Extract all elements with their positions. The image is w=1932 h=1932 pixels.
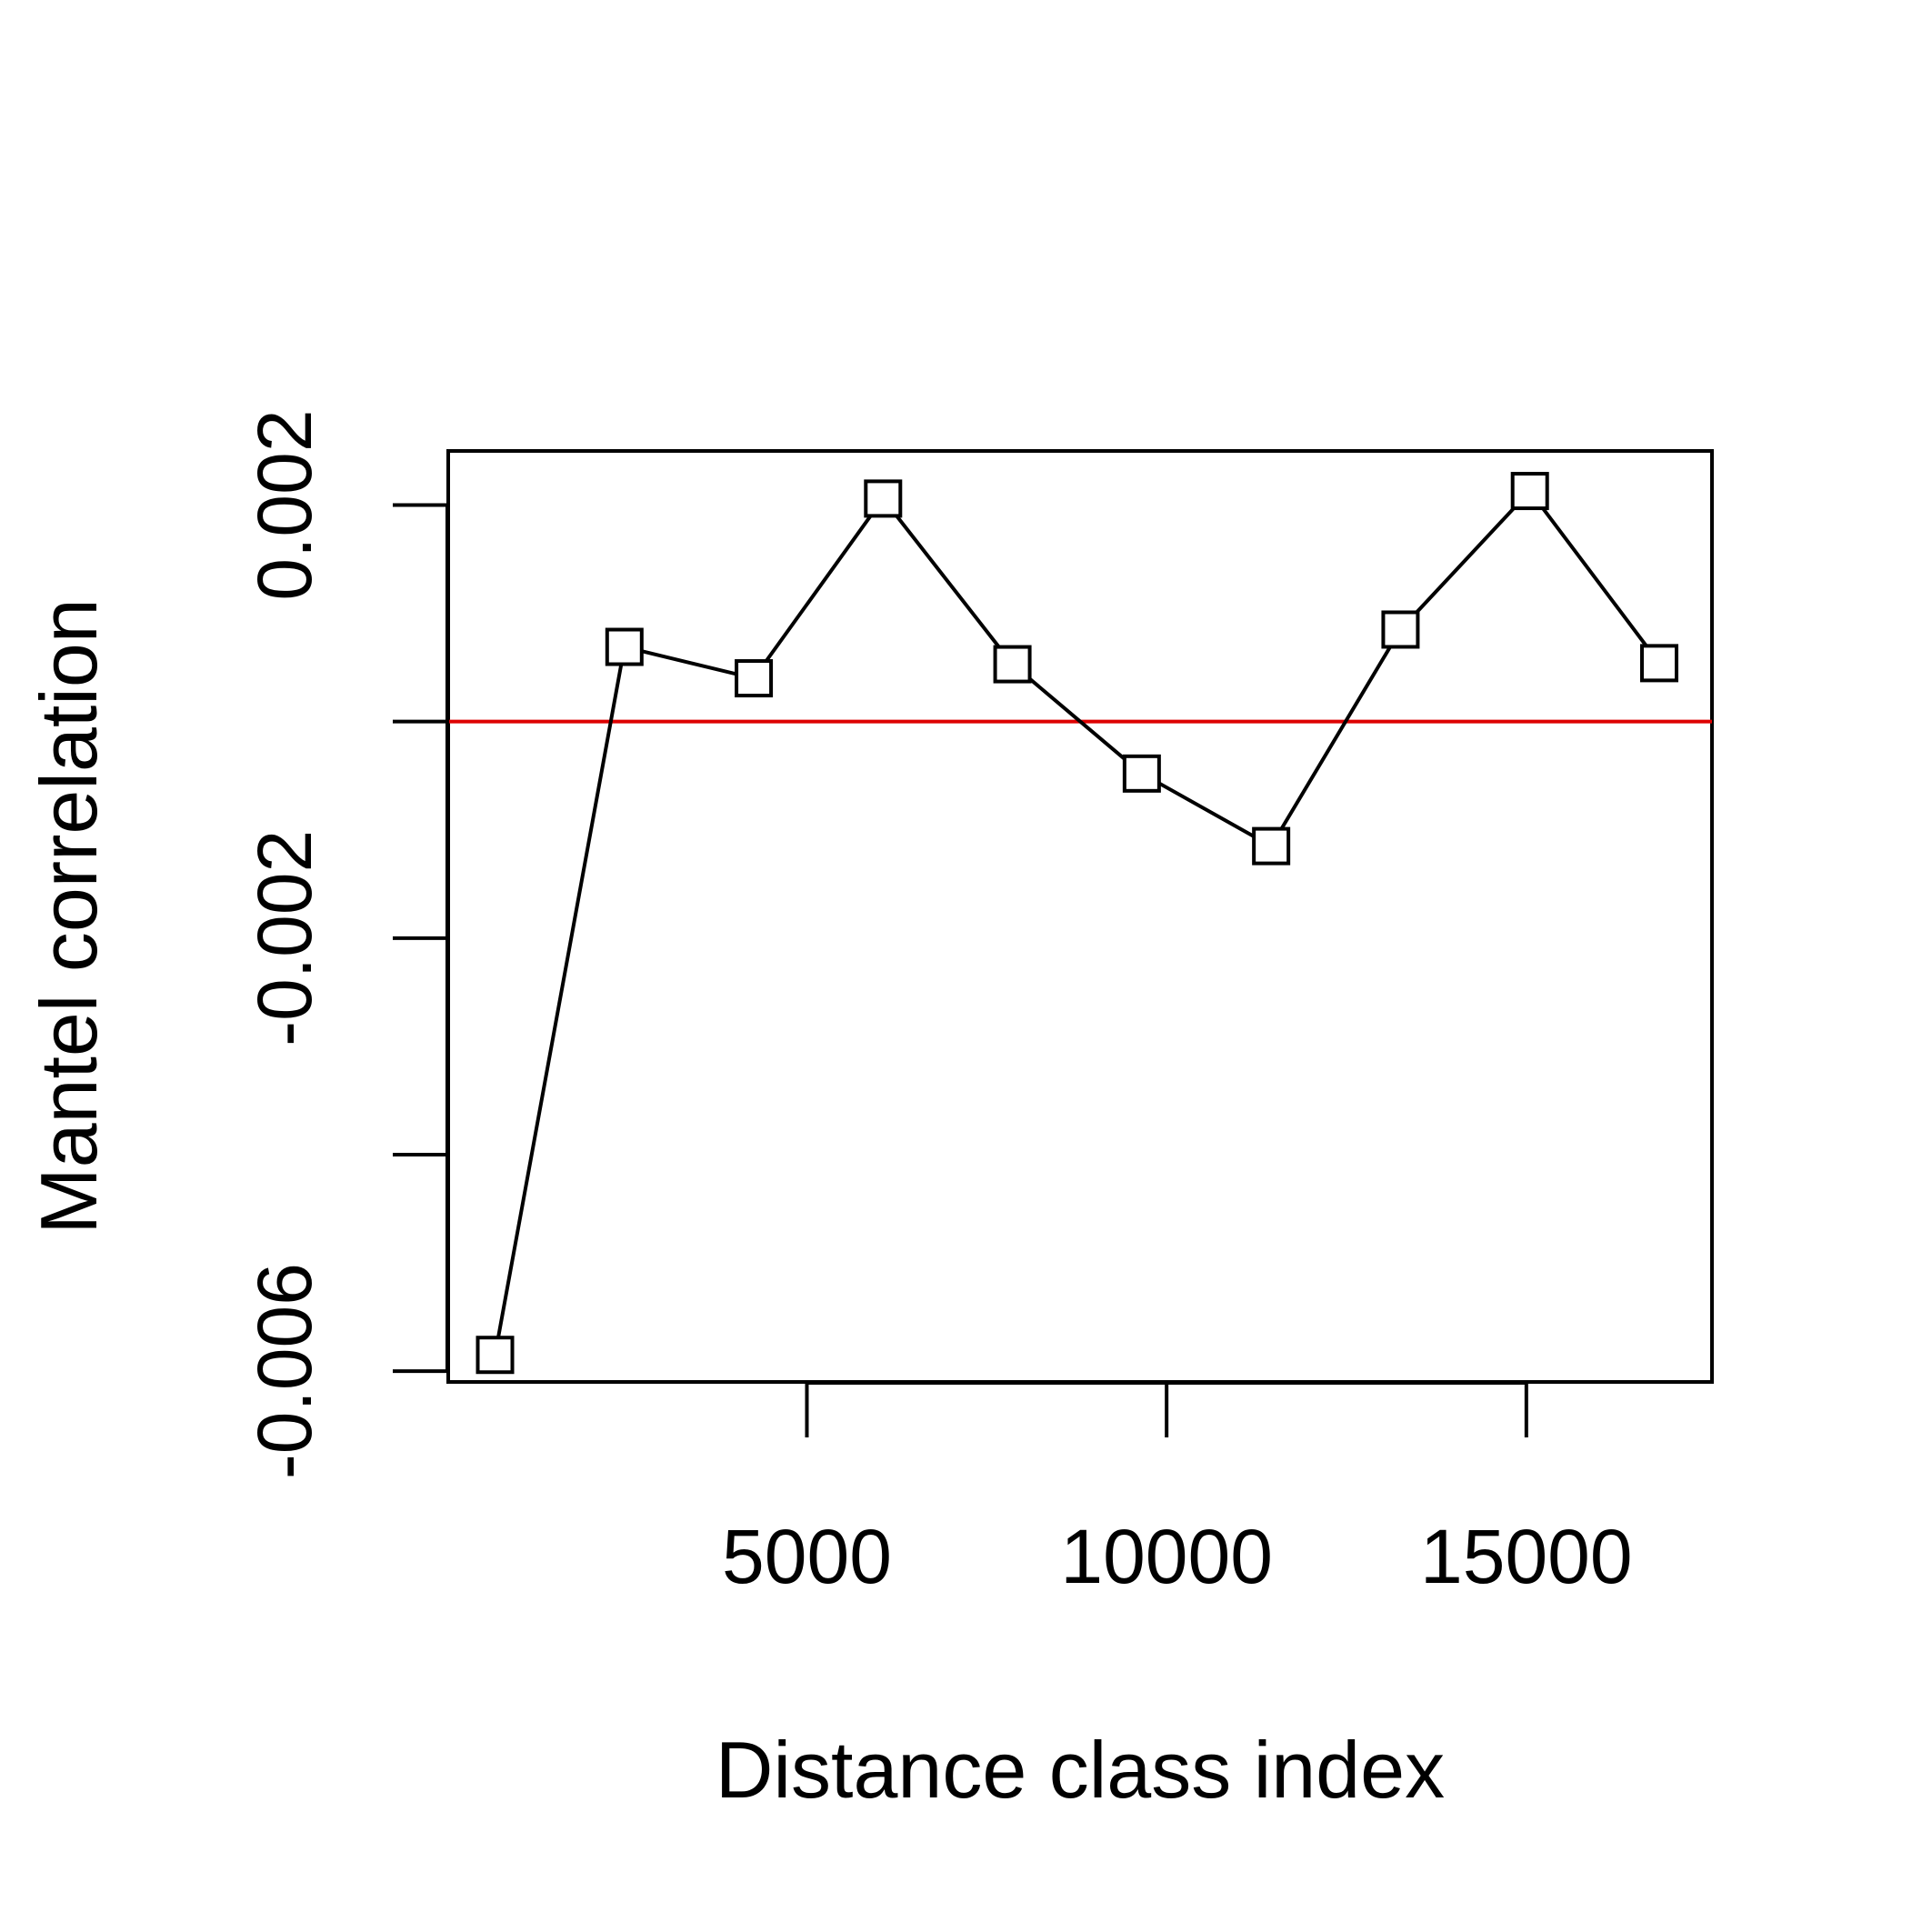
series-line <box>493 487 1661 1356</box>
data-point-marker <box>735 659 774 698</box>
plot-frame <box>446 449 1714 1384</box>
x-axis-title: Distance class index <box>716 1725 1445 1815</box>
data-point-marker <box>605 627 644 666</box>
data-point-marker <box>1381 610 1420 649</box>
data-point-marker <box>1510 472 1549 511</box>
y-tick-label: -0.006 <box>242 1263 327 1479</box>
x-axis: 5000 10000 15000 <box>722 1381 1633 1599</box>
series-layer <box>475 472 1678 1375</box>
y-axis-title: Mantel correlation <box>24 598 114 1234</box>
x-tick-label: 15000 <box>1420 1514 1633 1599</box>
data-point-marker <box>1122 754 1161 793</box>
data-point-marker <box>993 645 1032 684</box>
data-point-marker <box>1252 826 1291 866</box>
y-tick-label: 0.002 <box>242 409 327 600</box>
data-point-marker <box>864 479 903 518</box>
y-axis: -0.006 -0.002 0.002 <box>242 409 449 1479</box>
data-point-marker <box>1639 644 1678 683</box>
x-tick-label: 10000 <box>1060 1514 1273 1599</box>
data-point-marker <box>475 1336 515 1375</box>
x-tick-label: 5000 <box>722 1514 892 1599</box>
y-tick-label: -0.002 <box>242 830 327 1046</box>
